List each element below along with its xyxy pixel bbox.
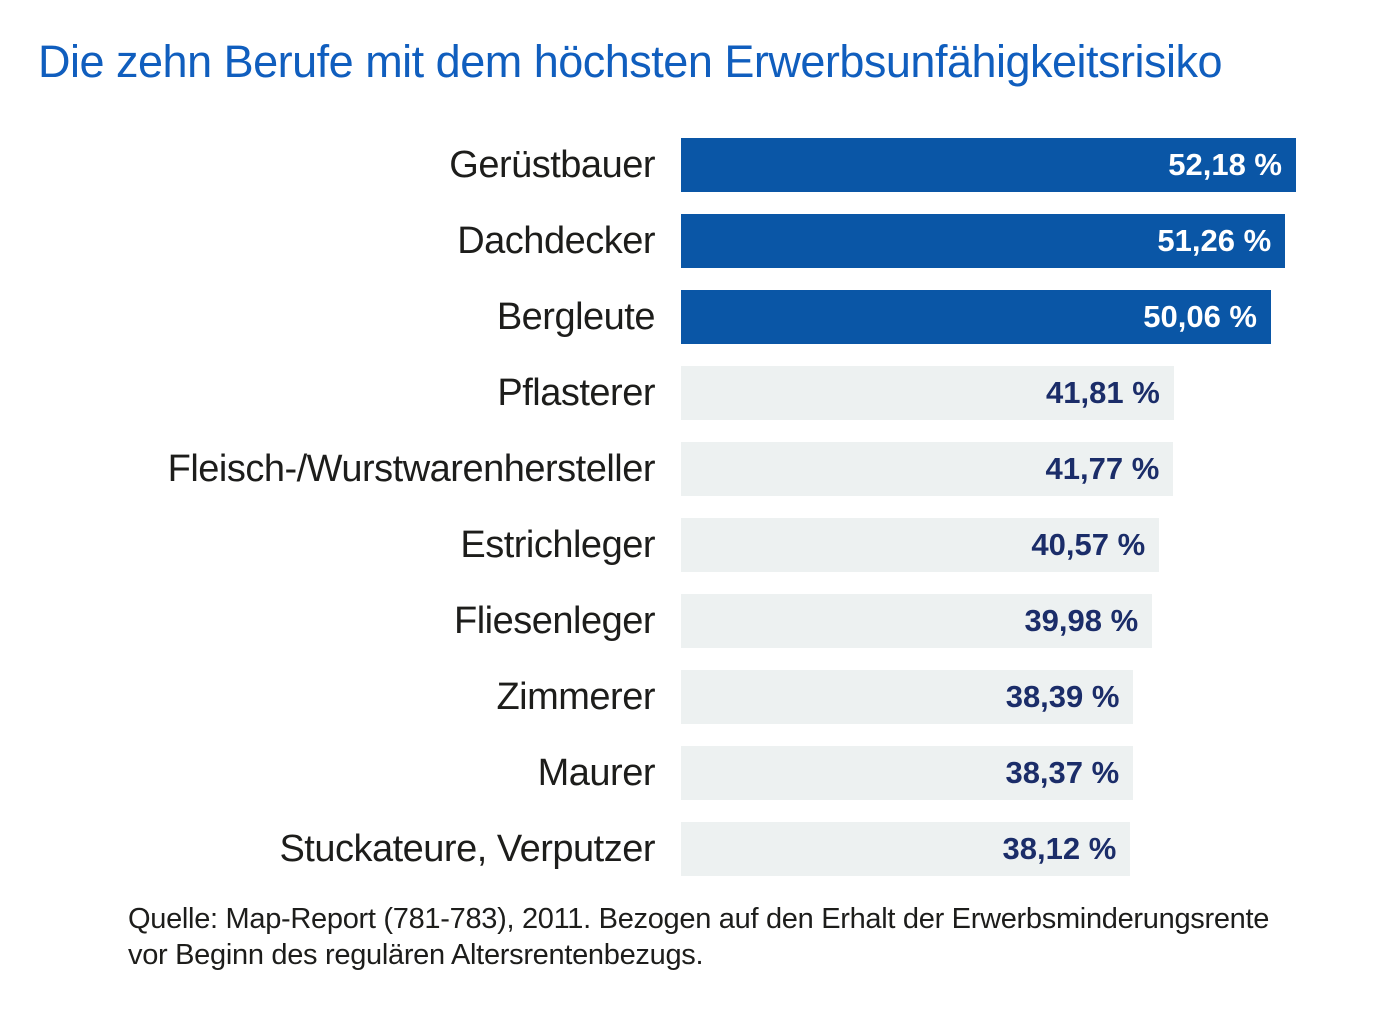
bar-track: 38,12 %	[681, 822, 1296, 876]
value-label: 52,18 %	[1168, 147, 1282, 182]
bar: 38,37 %	[681, 746, 1134, 800]
category-label: Estrichleger	[460, 524, 655, 566]
chart-row: Zimmerer 38,39 %	[0, 670, 1391, 724]
bar: 38,39 %	[681, 670, 1134, 724]
category-label: Dachdecker	[457, 220, 655, 262]
bar-track: 38,37 %	[681, 746, 1296, 800]
bar-track: 38,39 %	[681, 670, 1296, 724]
category-label: Bergleute	[496, 296, 656, 338]
value-label: 39,98 %	[1024, 603, 1139, 638]
value-label: 51,26 %	[1157, 223, 1272, 258]
category-label: Maurer	[537, 752, 656, 794]
bar: 41,77 %	[681, 442, 1174, 496]
value-label: 38,37 %	[1005, 755, 1120, 790]
category-label: Fleisch-/Wurstwarenhersteller	[167, 448, 656, 490]
chart-row: Dachdecker 51,26 %	[0, 214, 1391, 268]
bar-track: 51,26 %	[681, 214, 1296, 268]
chart-row: Fleisch-/Wurstwarenhersteller 41,77 %	[0, 442, 1391, 496]
value-label: 40,57 %	[1031, 527, 1146, 562]
chart-row: Fliesenleger 39,98 %	[0, 594, 1391, 648]
bar: 41,81 %	[681, 366, 1174, 420]
bar-track: 40,57 %	[681, 518, 1296, 572]
bar-chart: Gerüstbauer 52,18 % Dachdecker 51,26 % B…	[0, 138, 1391, 898]
bar-track: 41,77 %	[681, 442, 1296, 496]
bar-track: 41,81 %	[681, 366, 1296, 420]
chart-row: Pflasterer 41,81 %	[0, 366, 1391, 420]
value-label: 50,06 %	[1143, 299, 1257, 334]
value-label: 41,77 %	[1045, 451, 1160, 486]
source-note: Quelle: Map-Report (781-783), 2011. Bezo…	[128, 901, 1269, 973]
category-label: Fliesenleger	[454, 600, 656, 642]
chart-row: Stuckateure, Verputzer 38,12 %	[0, 822, 1391, 876]
source-line-2: vor Beginn des regulären Altersrentenbez…	[128, 939, 704, 971]
bar: 51,26 %	[681, 214, 1286, 268]
category-label: Pflasterer	[497, 372, 655, 414]
value-label: 38,39 %	[1005, 679, 1120, 714]
chart-row: Gerüstbauer 52,18 %	[0, 138, 1391, 192]
value-label: 38,12 %	[1002, 831, 1117, 866]
chart-row: Estrichleger 40,57 %	[0, 518, 1391, 572]
bar-track: 50,06 %	[681, 290, 1296, 344]
bar: 50,06 %	[681, 290, 1271, 344]
value-label: 41,81 %	[1046, 375, 1160, 410]
bar-track: 52,18 %	[681, 138, 1296, 192]
chart-title: Die zehn Berufe mit dem höchsten Erwerbs…	[38, 36, 1223, 87]
bar-track: 39,98 %	[681, 594, 1296, 648]
category-label: Zimmerer	[496, 676, 655, 718]
source-line-1: Quelle: Map-Report (781-783), 2011. Bezo…	[128, 903, 1270, 935]
bar: 38,12 %	[681, 822, 1131, 876]
bar: 52,18 %	[681, 138, 1296, 192]
chart-row: Bergleute 50,06 %	[0, 290, 1391, 344]
chart-row: Maurer 38,37 %	[0, 746, 1391, 800]
category-label: Gerüstbauer	[449, 144, 655, 186]
bar: 39,98 %	[681, 594, 1153, 648]
category-label: Stuckateure, Verputzer	[279, 828, 655, 870]
bar: 40,57 %	[681, 518, 1160, 572]
